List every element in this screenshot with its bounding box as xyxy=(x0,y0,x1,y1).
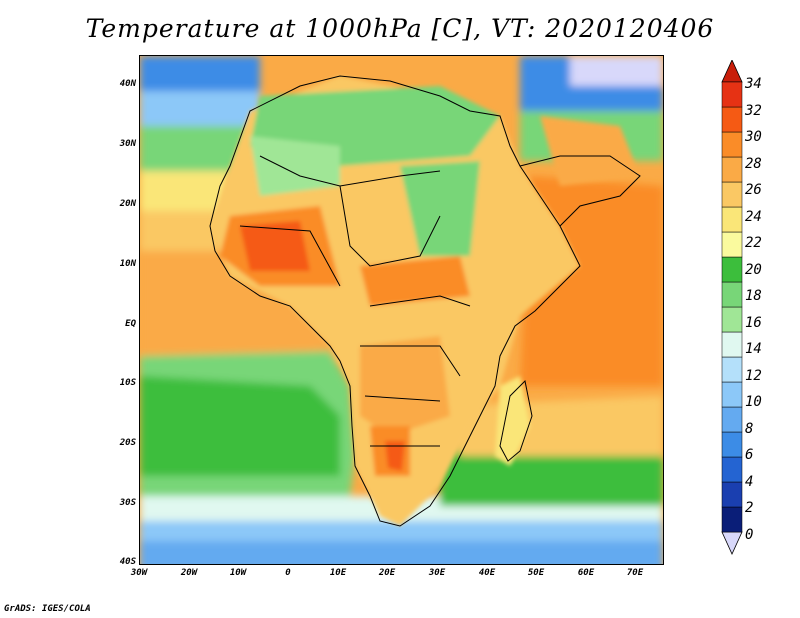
colorbar-label: 24 xyxy=(745,209,762,225)
colorbar-swatch xyxy=(721,456,743,483)
colorbar-swatch xyxy=(721,156,743,183)
colorbar-swatch xyxy=(721,256,743,283)
lon-label: 10E xyxy=(329,568,347,578)
colorbar-label: 34 xyxy=(745,76,762,92)
ocean-bands xyxy=(140,56,663,564)
colorbar-label: 32 xyxy=(745,103,762,119)
lon-label: 0 xyxy=(285,568,291,578)
colorbar-label: 6 xyxy=(745,447,754,463)
map-svg xyxy=(140,56,663,564)
colorbar-label: 28 xyxy=(745,156,762,172)
lon-label: 60E xyxy=(577,568,595,578)
chart-title: Temperature at 1000hPa [C], VT: 20201204… xyxy=(85,14,715,43)
colorbar-label: 16 xyxy=(745,315,762,331)
colorbar-low-arrow xyxy=(721,531,743,555)
temperature-map xyxy=(139,55,664,565)
colorbar-swatch xyxy=(721,306,743,333)
colorbar-label: 30 xyxy=(745,129,762,145)
lat-label: EQ xyxy=(125,319,136,329)
colorbar-swatch xyxy=(721,356,743,383)
colorbar-label: 2 xyxy=(745,500,754,516)
colorbar-swatch xyxy=(721,106,743,133)
colorbar-label: 26 xyxy=(745,182,762,198)
lon-label: 20W xyxy=(180,568,198,578)
colorbar-label: 20 xyxy=(745,262,762,278)
colorbar-label: 12 xyxy=(745,368,762,384)
lat-label: 40S xyxy=(119,557,136,567)
colorbar-swatch xyxy=(721,131,743,158)
colorbar-label: 22 xyxy=(745,235,762,251)
colorbar-label: 0 xyxy=(745,527,754,543)
colorbar-swatch xyxy=(721,331,743,358)
colorbar-swatch xyxy=(721,406,743,433)
lat-label: 40N xyxy=(119,79,136,89)
colorbar-swatch xyxy=(721,206,743,233)
colorbar-swatch xyxy=(721,481,743,508)
colorbar-swatch xyxy=(721,431,743,458)
lat-label: 20S xyxy=(119,438,136,448)
lon-label: 30E xyxy=(428,568,446,578)
colorbar-swatch xyxy=(721,506,743,533)
coastlines xyxy=(209,75,641,527)
lon-label: 10W xyxy=(229,568,247,578)
colorbar-swatch xyxy=(721,181,743,208)
lon-label: 20E xyxy=(378,568,396,578)
lat-label: 10S xyxy=(119,378,136,388)
colorbar-label: 14 xyxy=(745,341,762,357)
colorbar-swatch xyxy=(721,281,743,308)
colorbar-high-arrow xyxy=(721,60,743,83)
lon-label: 30W xyxy=(130,568,148,578)
colorbar-swatch xyxy=(721,81,743,108)
colorbar xyxy=(721,60,743,555)
land-fields xyxy=(210,76,640,526)
lat-label: 10N xyxy=(119,259,136,269)
lat-label: 30S xyxy=(119,498,136,508)
colorbar-label: 4 xyxy=(745,474,754,490)
colorbar-swatches xyxy=(721,81,743,533)
lat-label: 30N xyxy=(119,139,136,149)
colorbar-swatch xyxy=(721,231,743,258)
colorbar-label: 18 xyxy=(745,288,762,304)
colorbar-swatch xyxy=(721,381,743,408)
lon-label: 40E xyxy=(478,568,496,578)
colorbar-label: 8 xyxy=(745,421,754,437)
lon-label: 50E xyxy=(527,568,545,578)
colorbar-label: 10 xyxy=(745,394,762,410)
lon-label: 70E xyxy=(626,568,644,578)
lat-label: 20N xyxy=(119,199,136,209)
credit-text: GrADS: IGES/COLA xyxy=(4,604,91,614)
